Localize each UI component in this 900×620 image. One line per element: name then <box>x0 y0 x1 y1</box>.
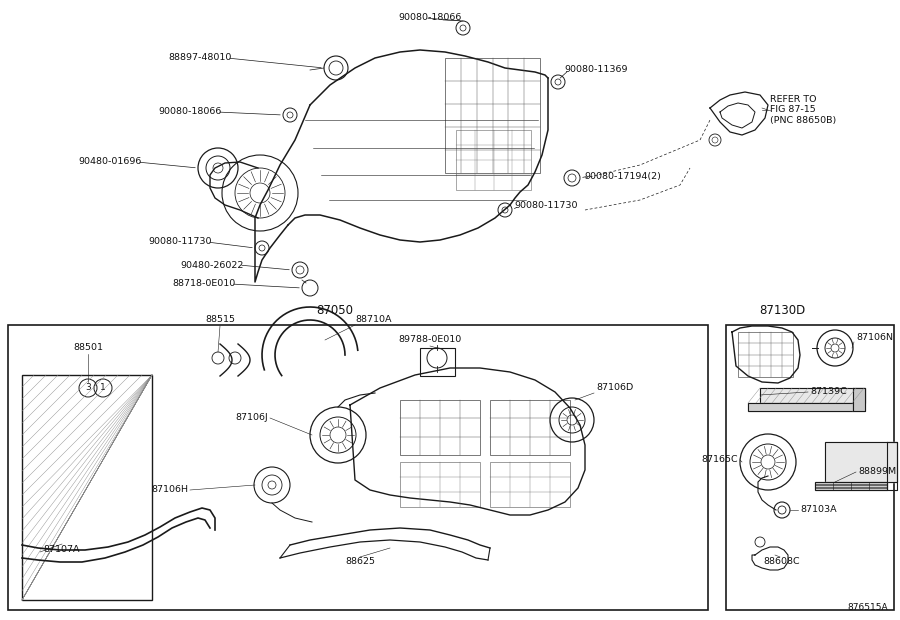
Text: 87106H: 87106H <box>151 485 188 495</box>
Text: 87106N: 87106N <box>856 334 893 342</box>
Polygon shape <box>825 442 897 482</box>
Bar <box>738 332 793 377</box>
Bar <box>726 325 894 610</box>
Bar <box>445 58 540 173</box>
Text: 87130D: 87130D <box>759 304 806 316</box>
Text: 90080-11730: 90080-11730 <box>514 202 578 211</box>
Bar <box>490 400 570 455</box>
Text: 1: 1 <box>100 384 106 392</box>
Bar <box>420 348 455 376</box>
Text: 88501: 88501 <box>73 343 103 353</box>
Text: 88608C: 88608C <box>764 557 800 567</box>
Text: 88710A: 88710A <box>355 316 392 324</box>
Polygon shape <box>815 482 887 490</box>
Text: 88625: 88625 <box>345 557 375 567</box>
Bar <box>760 388 865 403</box>
Bar <box>8 325 708 610</box>
Text: 88718-0E010: 88718-0E010 <box>173 280 236 288</box>
Text: 88515: 88515 <box>205 316 235 324</box>
Bar <box>456 130 531 190</box>
Text: 87139C: 87139C <box>810 388 847 397</box>
Text: 876515A: 876515A <box>848 603 888 612</box>
Text: 87103A: 87103A <box>800 505 837 515</box>
Text: 87106D: 87106D <box>596 384 634 392</box>
Text: 90480-01696: 90480-01696 <box>78 157 142 167</box>
Bar <box>490 462 570 507</box>
Text: 87050: 87050 <box>317 304 354 316</box>
Text: 88897-48010: 88897-48010 <box>168 53 232 63</box>
Text: 89788-0E010: 89788-0E010 <box>399 335 462 345</box>
Text: 90080-17194(2): 90080-17194(2) <box>584 172 661 180</box>
Text: 87165C: 87165C <box>701 456 738 464</box>
Text: 87107A: 87107A <box>44 545 80 554</box>
Text: 90080-18066: 90080-18066 <box>158 107 222 117</box>
Bar <box>815 482 887 490</box>
Bar <box>400 462 480 507</box>
Text: 88899M: 88899M <box>858 467 896 477</box>
Text: 3: 3 <box>86 384 91 392</box>
Bar <box>825 442 897 482</box>
Bar <box>748 403 853 411</box>
Text: 87106J: 87106J <box>235 414 268 422</box>
Text: 90480-26022: 90480-26022 <box>181 260 244 270</box>
Polygon shape <box>853 388 865 411</box>
Polygon shape <box>748 403 853 411</box>
Bar <box>400 400 480 455</box>
Text: 90080-11369: 90080-11369 <box>564 66 627 74</box>
Text: REFER TO
FIG 87-15
(PNC 88650B): REFER TO FIG 87-15 (PNC 88650B) <box>770 95 836 125</box>
Polygon shape <box>760 388 865 403</box>
Bar <box>22 375 152 600</box>
Text: 90080-18066: 90080-18066 <box>399 14 462 22</box>
Text: 90080-11730: 90080-11730 <box>148 237 212 247</box>
